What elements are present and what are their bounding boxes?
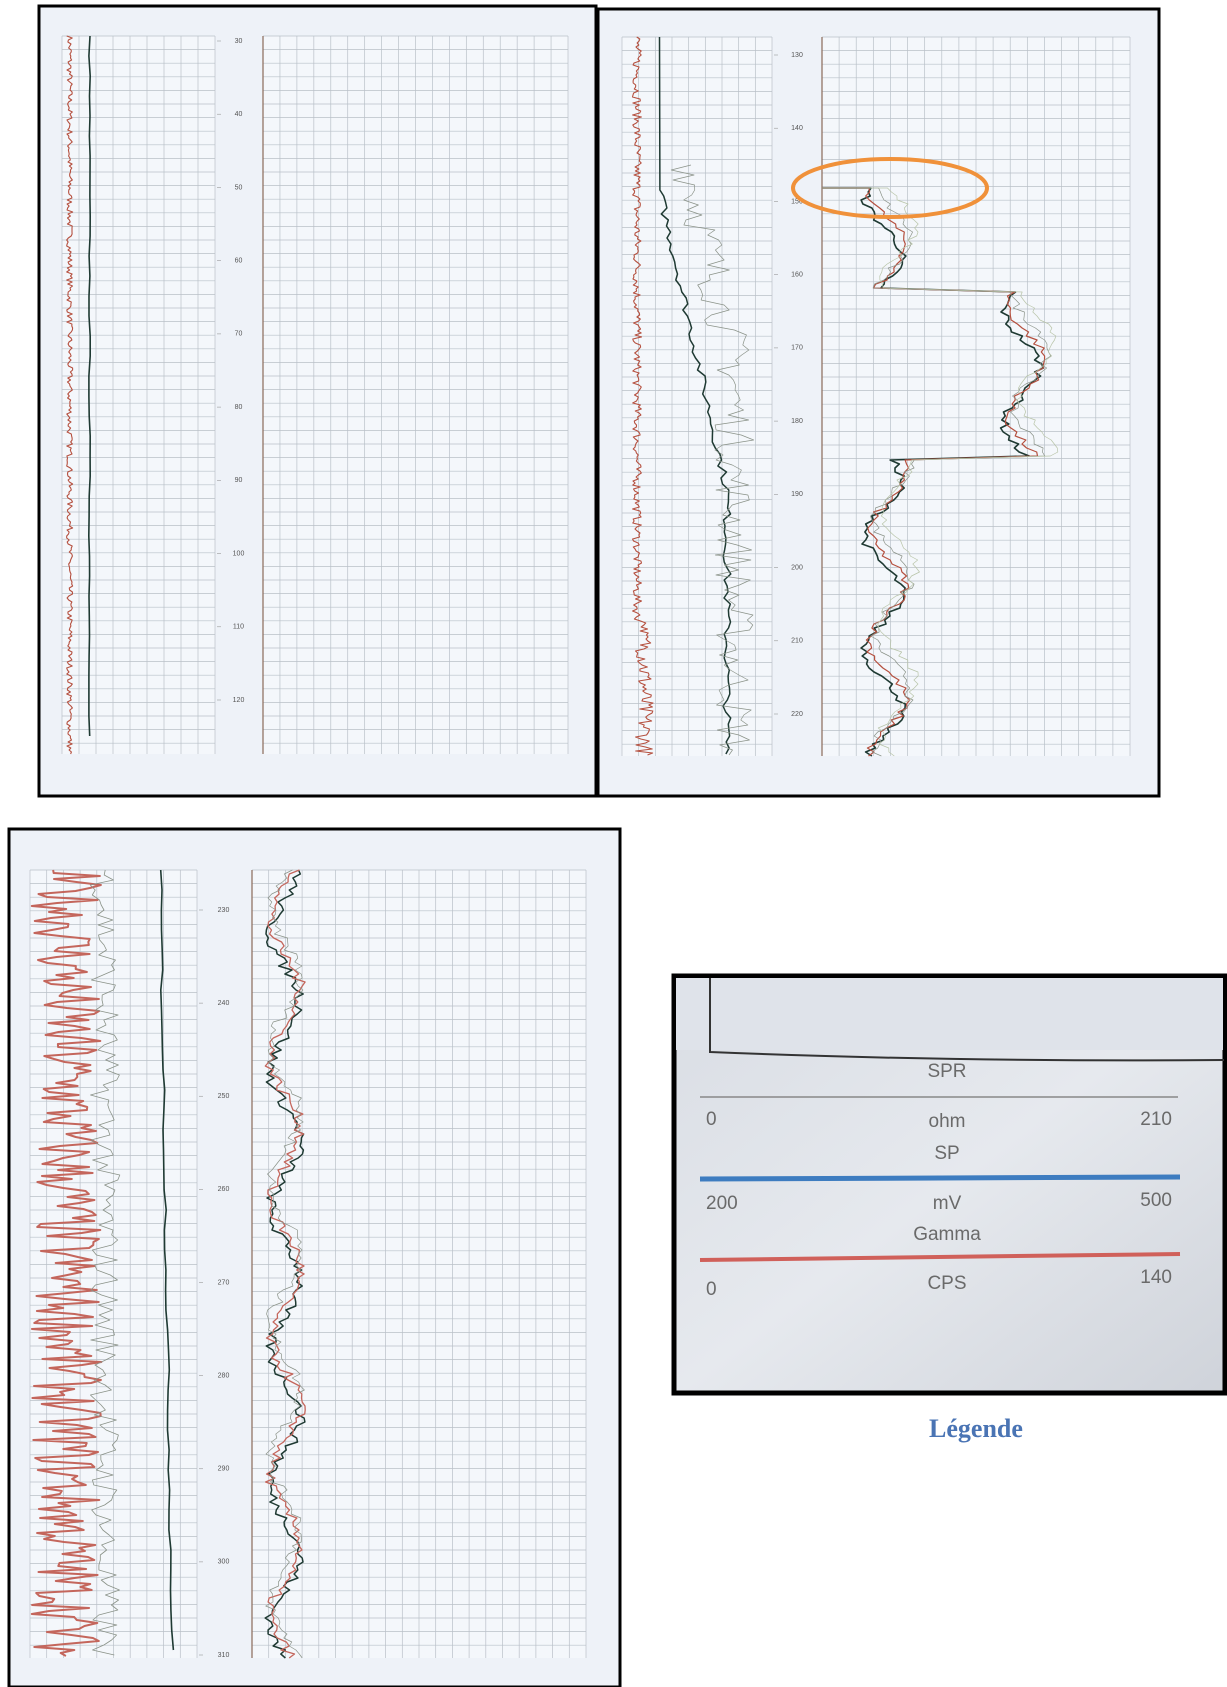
depth-label: 120 [233,697,245,704]
depth-label: 260 [218,1186,230,1193]
depth-label: 170 [791,345,803,352]
legend-max: 500 [1140,1190,1172,1211]
legend-max: 140 [1140,1267,1172,1288]
page: 3040506070809010011012013014015016017018… [0,0,1227,1687]
legend: SPR 0 ohm 210 SP 200 mV 500 Gamma 0 CPS … [674,976,1225,1443]
scale-line [700,1177,1180,1179]
depth-label: 280 [218,1372,230,1379]
depth-label: 200 [791,564,803,571]
legend-max: 210 [1140,1109,1172,1130]
legend-name: SP [934,1143,959,1164]
legend-unit: mV [933,1193,962,1214]
depth-label: 50 [235,184,243,191]
legend-unit: ohm [929,1111,966,1132]
grid-strip [676,978,1223,1050]
log-panel: 30 40 50 60 70 80 90 100 110 120 [39,6,596,796]
legend-unit: CPS [927,1273,966,1294]
depth-label: 290 [218,1466,230,1473]
legend-caption: Légende [929,1414,1023,1443]
depth-label: 210 [791,638,803,645]
legend-min: 0 [706,1109,717,1130]
depth-label: 60 [235,258,243,265]
depth-label: 160 [791,272,803,279]
depth-label: 70 [235,331,243,338]
legend-name: Gamma [913,1224,981,1245]
legend-min: 200 [706,1193,738,1214]
legend-name: SPR [927,1061,966,1082]
depth-label: 90 [235,477,243,484]
depth-label: 230 [218,907,230,914]
legend-min: 0 [706,1279,717,1300]
track [62,36,215,754]
depth-label: 140 [791,125,803,132]
depth-label: 180 [791,418,803,425]
depth-label: 80 [235,404,243,411]
depth-label: 300 [218,1559,230,1566]
depth-label: 240 [218,1000,230,1007]
depth-label: 250 [218,1093,230,1100]
depth-label: 40 [235,111,243,118]
depth-label: 220 [791,711,803,718]
depth-label: 100 [233,550,245,557]
depth-label: 110 [233,624,244,631]
depth-label: 30 [235,38,243,45]
depth-label: 310 [218,1652,230,1659]
depth-label: 130 [791,52,803,59]
depth-label: 270 [218,1279,230,1286]
depth-label: 190 [791,491,803,498]
log-panel: 230 240 250 260 270 280 290 300 310 [9,829,620,1687]
